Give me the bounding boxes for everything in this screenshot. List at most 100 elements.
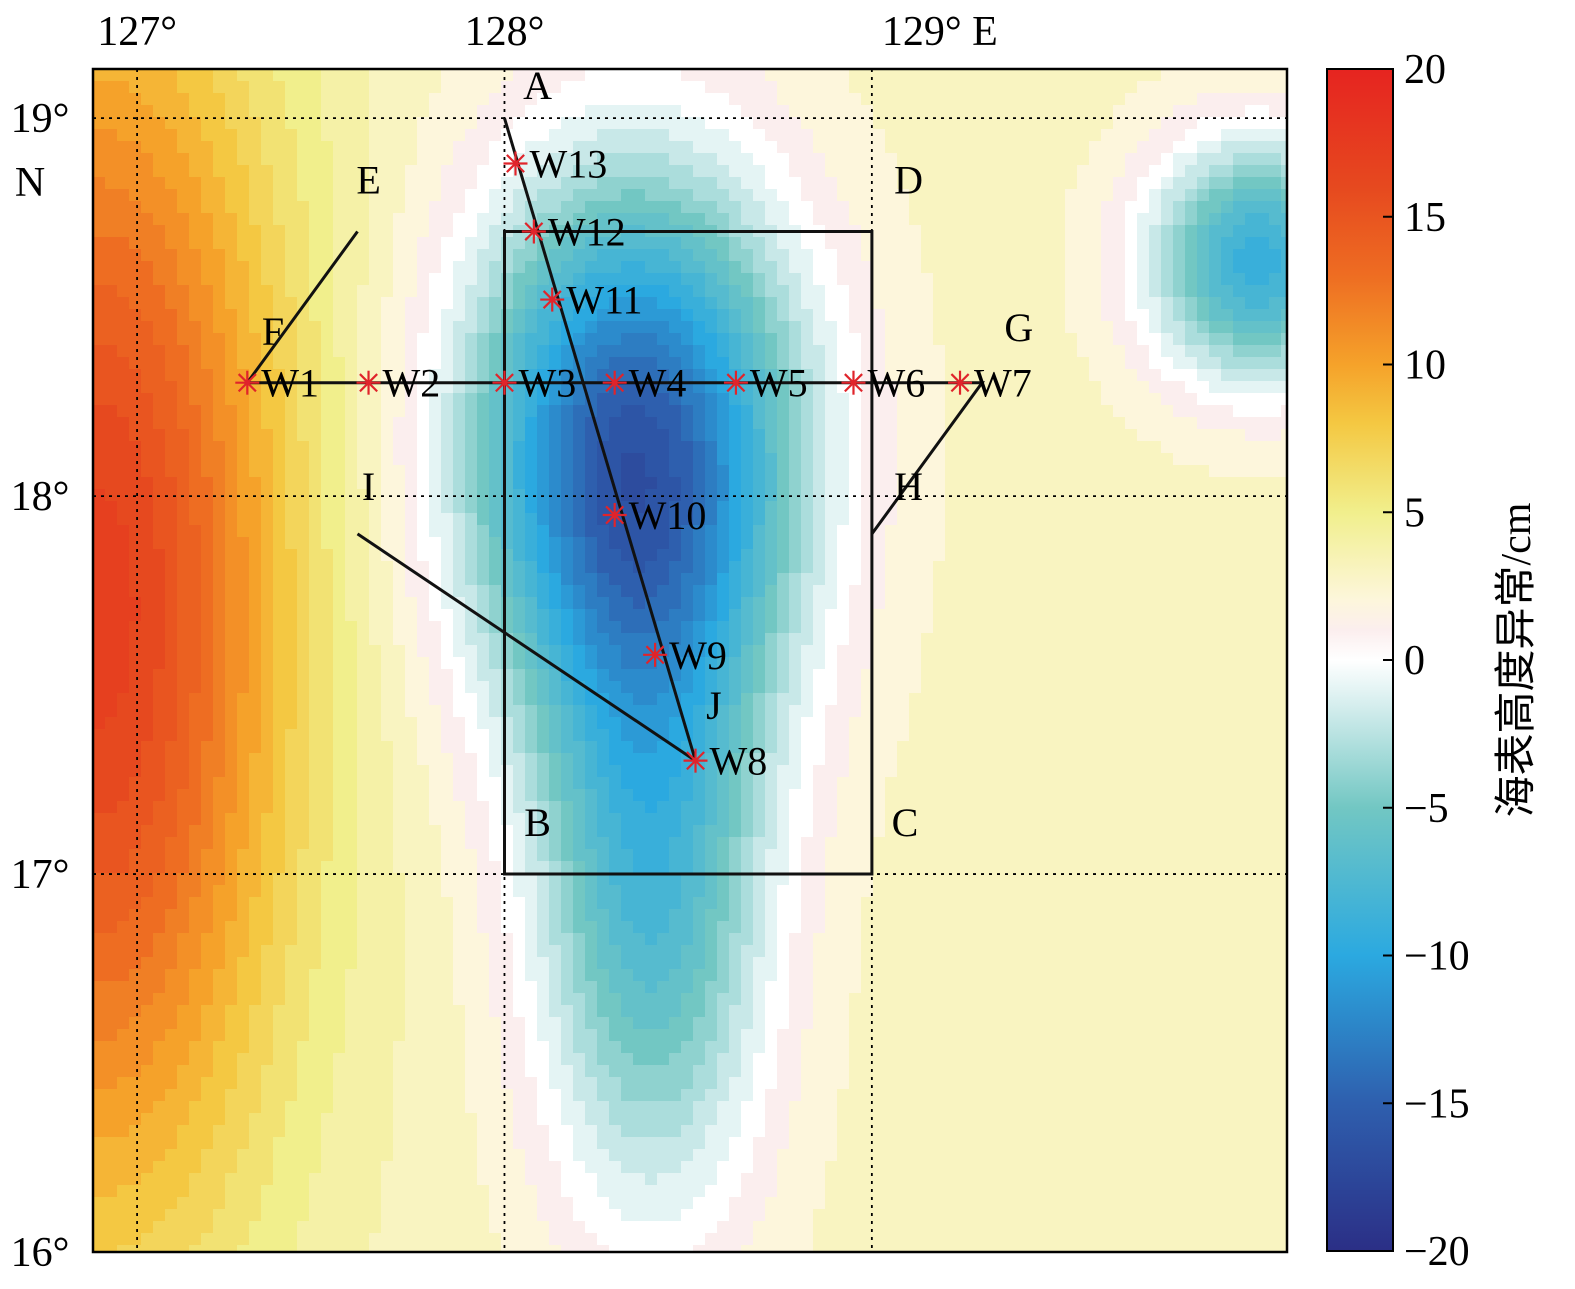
ssha-cell [945, 153, 958, 166]
ssha-cell [153, 645, 166, 658]
ssha-cell [165, 105, 178, 118]
ssha-cell [573, 561, 586, 574]
ssha-cell [273, 345, 286, 358]
ssha-cell [453, 549, 466, 562]
ssha-cell [1269, 381, 1282, 394]
ssha-cell [1065, 393, 1078, 406]
ssha-cell [285, 621, 298, 634]
ssha-cell [1077, 177, 1090, 190]
ssha-cell [897, 273, 910, 286]
ssha-cell [585, 141, 598, 154]
ssha-cell [1209, 321, 1222, 334]
ssha-cell [789, 501, 802, 514]
ssha-cell [117, 165, 130, 178]
ssha-cell [1089, 249, 1102, 262]
ssha-cell [1101, 429, 1114, 442]
ssha-cell [1269, 417, 1282, 430]
ssha-cell [405, 69, 418, 82]
ssha-cell [993, 345, 1006, 358]
ssha-cell [441, 573, 454, 586]
ssha-cell [273, 429, 286, 442]
ssha-cell [837, 549, 850, 562]
ssha-cell [1017, 333, 1030, 346]
ssha-cell [1077, 453, 1090, 466]
ssha-cell [1233, 609, 1246, 622]
ssha-cell [201, 405, 214, 418]
ssha-cell [525, 117, 538, 130]
ssha-cell [381, 345, 394, 358]
ssha-cell [789, 645, 802, 658]
ssha-cell [1077, 153, 1090, 166]
ssha-cell [237, 141, 250, 154]
ssha-cell [129, 93, 142, 106]
ssha-cell [621, 237, 634, 250]
ssha-cell [933, 309, 946, 322]
ssha-cell [945, 513, 958, 526]
ssha-cell [165, 441, 178, 454]
ssha-cell [177, 237, 190, 250]
ssha-cell [1077, 549, 1090, 562]
ssha-cell [333, 81, 346, 94]
ssha-cell [1017, 213, 1030, 226]
ssha-cell [489, 561, 502, 574]
ssha-cell [513, 285, 526, 298]
ssha-cell [489, 597, 502, 610]
ssha-cell [177, 117, 190, 130]
ssha-cell [789, 657, 802, 670]
ssha-cell [285, 237, 298, 250]
ssha-cell [1053, 249, 1066, 262]
ssha-cell [825, 369, 838, 382]
ssha-cell [1041, 177, 1054, 190]
ssha-cell [981, 429, 994, 442]
ssha-cell [693, 429, 706, 442]
ssha-cell [921, 333, 934, 346]
ssha-cell [105, 249, 118, 262]
ssha-cell [1005, 237, 1018, 250]
ssha-cell [129, 261, 142, 274]
ssha-cell [93, 189, 106, 202]
ssha-cell [537, 525, 550, 538]
ssha-cell [765, 297, 778, 310]
ssha-cell [417, 129, 430, 142]
ssha-cell [453, 357, 466, 370]
ssha-cell [1197, 465, 1210, 478]
ssha-cell [1089, 333, 1102, 346]
ssha-cell [621, 165, 634, 178]
ssha-cell [309, 201, 322, 214]
ssha-cell [417, 117, 430, 130]
ssha-cell [573, 309, 586, 322]
ssha-cell [357, 501, 370, 514]
ssha-cell [429, 81, 442, 94]
ssha-cell [1101, 417, 1114, 430]
ssha-cell [681, 597, 694, 610]
ssha-cell [717, 537, 730, 550]
ssha-cell [741, 189, 754, 202]
ssha-cell [957, 249, 970, 262]
ssha-cell [465, 633, 478, 646]
ssha-cell [1161, 657, 1174, 670]
ssha-cell [645, 93, 658, 106]
ssha-cell [873, 261, 886, 274]
ssha-cell [1065, 153, 1078, 166]
ssha-cell [729, 525, 742, 538]
ssha-cell [333, 165, 346, 178]
ssha-cell [513, 525, 526, 538]
ssha-cell [1221, 417, 1234, 430]
ssha-cell [669, 345, 682, 358]
ssha-cell [1257, 525, 1270, 538]
ssha-cell [1041, 213, 1054, 226]
ssha-cell [1281, 525, 1287, 538]
ssha-cell [741, 213, 754, 226]
ssha-cell [621, 405, 634, 418]
ssha-cell [1101, 69, 1114, 82]
ssha-cell [93, 429, 106, 442]
ssha-cell [777, 189, 790, 202]
ssha-cell [309, 69, 322, 82]
ssha-cell [501, 81, 514, 94]
ssha-cell [1077, 537, 1090, 550]
ssha-cell [429, 525, 442, 538]
ssha-cell [597, 657, 610, 670]
ssha-cell [609, 621, 622, 634]
ssha-cell [693, 621, 706, 634]
ssha-cell [357, 417, 370, 430]
